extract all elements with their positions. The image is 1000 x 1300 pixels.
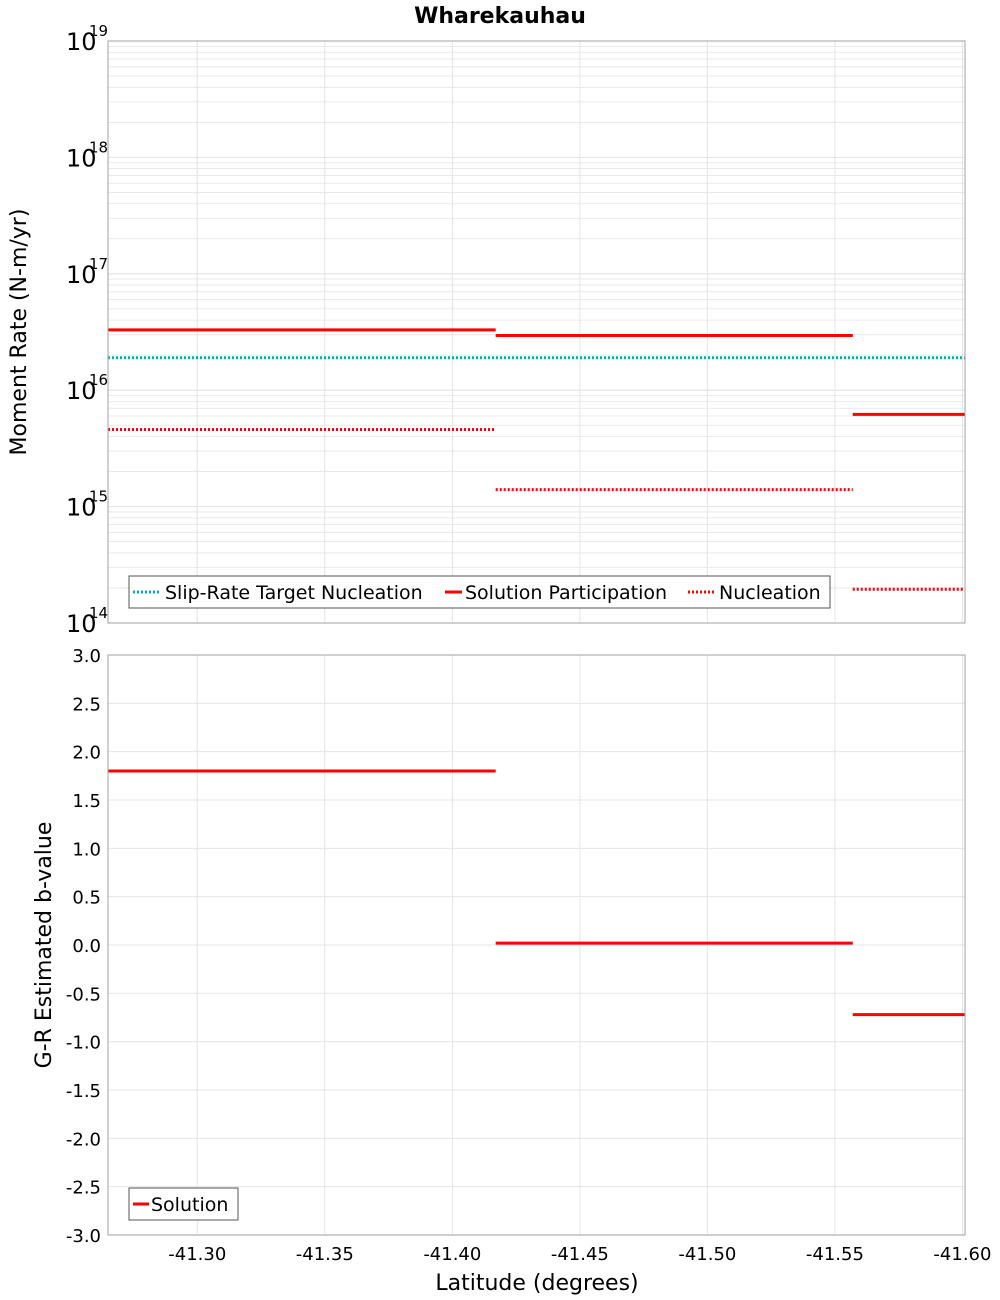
legend-label-target-nucleation: Slip-Rate Target Nucleation xyxy=(165,582,423,604)
y-tick-base: 10 xyxy=(66,28,97,56)
b-value-y-tick-label: -1.0 xyxy=(66,1033,101,1054)
b-value-y-tick-label: -2.0 xyxy=(66,1129,101,1150)
y-tick-exponent: 16 xyxy=(89,371,108,389)
b-value-y-tick-label: 1.0 xyxy=(72,839,101,860)
y-tick-base: 10 xyxy=(66,377,97,405)
b-value-series xyxy=(108,769,965,1017)
b-value-legend: Solution xyxy=(128,1187,239,1221)
b-value-frame xyxy=(107,654,966,1236)
b-value-y-tick-label: 1.5 xyxy=(72,791,101,812)
latitude-x-tick-label: -41.50 xyxy=(678,1244,736,1265)
moment-rate-plot-area xyxy=(108,41,965,623)
latitude-x-tick-label: -41.30 xyxy=(168,1244,226,1265)
b-value-y-tick-label: 0.5 xyxy=(72,888,101,909)
latitude-x-tick-label: -41.40 xyxy=(423,1244,481,1265)
latitude-x-axis-label: Latitude (degrees) xyxy=(435,1271,638,1296)
y-tick-base: 10 xyxy=(66,144,97,172)
chart-title: Wharekauhau xyxy=(414,4,586,29)
latitude-x-tick-label: -41.45 xyxy=(551,1244,609,1265)
b-value-panel: 3.0 2.5 2.0 1.5 1.0 0.5 0.0 -0.5 -1.0 -1.5 -2.0 -2.… xyxy=(32,646,991,1296)
latitude-x-tick-label: -41.35 xyxy=(296,1244,354,1265)
legend-label-solution-participation: Solution Participation xyxy=(465,582,667,604)
y-tick-exponent: 17 xyxy=(89,255,108,273)
y-tick-base: 10 xyxy=(66,610,97,638)
y-tick-exponent: 14 xyxy=(89,604,108,622)
y-tick-base: 10 xyxy=(66,261,97,289)
latitude-x-ticks: -41.30 -41.35 -41.40 -41.45 -41.50 -41.55 -41.… xyxy=(168,1244,991,1265)
b-value-y-ticks: 3.0 2.5 2.0 1.5 1.0 0.5 0.0 -0.5 -1.0 -1.5 -2.0 -2.… xyxy=(66,646,101,1247)
b-value-y-tick-label: -2.5 xyxy=(66,1178,101,1199)
moment-rate-series xyxy=(108,328,965,591)
b-value-y-tick-label: -1.5 xyxy=(66,1081,101,1102)
y-tick-exponent: 15 xyxy=(89,488,108,506)
y-tick-base: 10 xyxy=(66,494,97,522)
latitude-x-tick-label: -41.60 xyxy=(933,1244,991,1265)
b-value-y-tick-label: -3.0 xyxy=(66,1226,101,1247)
b-value-y-tick-label: 3.0 xyxy=(72,646,101,667)
y-tick-exponent: 19 xyxy=(89,22,108,40)
latitude-x-tick-label: -41.55 xyxy=(806,1244,864,1265)
b-value-y-tick-label: 0.0 xyxy=(72,936,101,957)
legend-label-solution: Solution xyxy=(151,1194,228,1216)
moment-rate-y-axis-label: Moment Rate (N-m/yr) xyxy=(7,209,32,456)
b-value-y-axis-label: G-R Estimated b-value xyxy=(32,822,57,1069)
b-value-y-tick-label: 2.0 xyxy=(72,743,101,764)
b-value-y-tick-label: 2.5 xyxy=(72,694,101,715)
moment-rate-frame xyxy=(107,40,966,624)
moment-rate-legend: Slip-Rate Target Nucleation Solution Par… xyxy=(128,575,831,609)
legend-label-nucleation: Nucleation xyxy=(719,582,821,604)
y-tick-exponent: 18 xyxy=(89,138,108,156)
b-value-y-tick-label: -0.5 xyxy=(66,984,101,1005)
